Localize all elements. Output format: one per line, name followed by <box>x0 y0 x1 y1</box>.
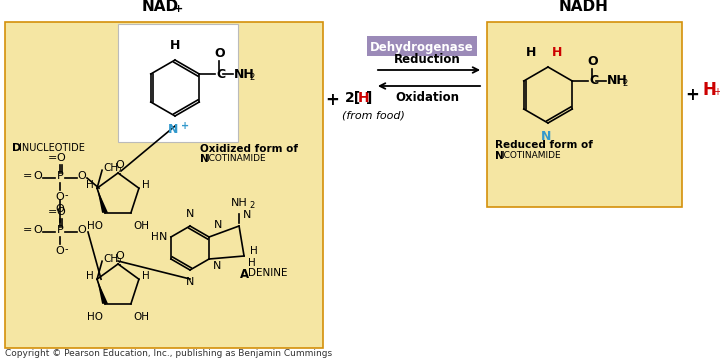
Text: 2: 2 <box>249 201 254 210</box>
Text: N: N <box>158 232 167 242</box>
Text: N: N <box>495 151 504 161</box>
Text: ICOTINAMIDE: ICOTINAMIDE <box>206 154 266 163</box>
Text: 2: 2 <box>116 258 121 267</box>
Text: Oxidized form of: Oxidized form of <box>200 144 298 154</box>
Text: 2[: 2[ <box>345 91 361 105</box>
Text: CH: CH <box>103 254 118 264</box>
Text: 2: 2 <box>116 167 121 176</box>
Text: O: O <box>57 153 66 163</box>
Text: H: H <box>170 39 180 52</box>
Text: H: H <box>142 271 150 281</box>
Text: O: O <box>78 171 86 181</box>
Text: H: H <box>142 180 150 190</box>
Text: =: = <box>22 225 32 235</box>
Text: Reduction: Reduction <box>394 53 460 66</box>
Text: H: H <box>248 258 256 268</box>
FancyBboxPatch shape <box>5 22 323 348</box>
Text: +: + <box>713 87 720 97</box>
Text: (from food): (from food) <box>342 110 405 120</box>
Text: H: H <box>358 91 369 105</box>
Text: =: = <box>48 207 57 217</box>
Text: H: H <box>86 180 94 190</box>
Text: Oxidation: Oxidation <box>395 91 459 104</box>
Text: O: O <box>57 207 66 217</box>
Text: Reduced form of: Reduced form of <box>495 140 593 150</box>
Text: O: O <box>587 55 598 68</box>
Text: H: H <box>151 232 159 242</box>
Text: INUCLEOTIDE: INUCLEOTIDE <box>19 143 85 153</box>
Text: N: N <box>541 130 552 143</box>
Text: O: O <box>34 171 42 181</box>
Text: O: O <box>55 246 64 256</box>
Text: NAD: NAD <box>141 0 179 14</box>
Text: -: - <box>65 244 68 254</box>
Text: ]: ] <box>366 91 372 105</box>
Text: O: O <box>116 160 125 170</box>
Text: +: + <box>174 4 184 14</box>
FancyBboxPatch shape <box>487 22 682 207</box>
Text: P: P <box>57 225 63 235</box>
Text: NADH: NADH <box>559 0 609 14</box>
Text: C: C <box>589 75 598 87</box>
Text: Dehydrogenase: Dehydrogenase <box>370 40 474 54</box>
Text: NH: NH <box>234 67 255 80</box>
Text: OH: OH <box>133 221 149 231</box>
Polygon shape <box>97 188 108 213</box>
Text: =: = <box>48 153 57 163</box>
Text: ICOTINAMIDE: ICOTINAMIDE <box>501 151 561 160</box>
Text: N: N <box>168 123 178 136</box>
Text: DENINE: DENINE <box>248 268 287 278</box>
Text: A: A <box>240 268 249 281</box>
Text: N: N <box>186 209 194 219</box>
Text: H: H <box>250 246 258 256</box>
Text: NH: NH <box>230 198 248 208</box>
Text: C: C <box>216 67 225 80</box>
Text: O: O <box>78 225 86 235</box>
Text: N: N <box>243 210 251 220</box>
Text: O: O <box>116 251 125 261</box>
Text: N: N <box>200 154 209 164</box>
FancyBboxPatch shape <box>118 24 238 142</box>
Text: O: O <box>55 204 64 214</box>
Text: H: H <box>526 46 536 59</box>
Text: D: D <box>12 143 22 153</box>
Text: OH: OH <box>133 312 149 322</box>
Polygon shape <box>97 279 108 304</box>
Text: +: + <box>325 91 339 109</box>
FancyBboxPatch shape <box>367 36 477 56</box>
Text: N: N <box>214 220 222 230</box>
Text: =: = <box>22 171 32 181</box>
Text: HO: HO <box>87 312 103 322</box>
Text: Copyright © Pearson Education, Inc., publishing as Benjamin Cummings: Copyright © Pearson Education, Inc., pub… <box>5 349 332 358</box>
Text: O: O <box>55 192 64 202</box>
Text: H: H <box>702 81 716 99</box>
Text: N: N <box>213 261 222 271</box>
Text: +: + <box>685 86 699 104</box>
Text: -: - <box>65 190 68 200</box>
Text: 2: 2 <box>622 79 628 88</box>
Text: O: O <box>34 225 42 235</box>
Text: +: + <box>181 121 189 131</box>
Text: H: H <box>86 271 94 281</box>
Text: N: N <box>186 277 194 287</box>
Text: P: P <box>57 171 63 181</box>
Text: H: H <box>552 46 562 59</box>
Text: O: O <box>214 47 225 60</box>
Text: CH: CH <box>103 163 118 173</box>
Text: NH: NH <box>607 75 628 87</box>
Text: 2: 2 <box>249 72 254 82</box>
Text: HO: HO <box>87 221 103 231</box>
